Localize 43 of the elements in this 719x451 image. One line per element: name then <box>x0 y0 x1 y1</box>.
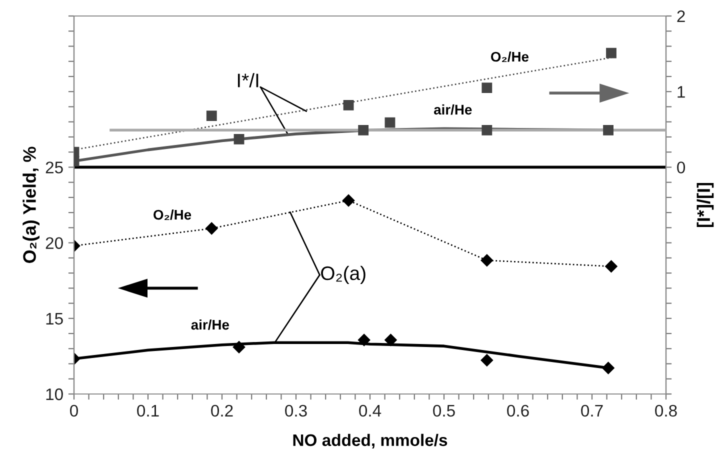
annotation: O₂(a) <box>321 266 366 284</box>
point <box>480 254 493 266</box>
point <box>233 341 245 354</box>
point <box>603 124 614 136</box>
x-tick-label: 0.4 <box>359 404 382 417</box>
x-tick-label: 0 <box>70 404 78 417</box>
y2-tick-label: 2 <box>677 10 685 22</box>
point <box>602 362 614 374</box>
y-tick-label: 10 <box>46 388 63 400</box>
x-tick-label: 0.5 <box>433 404 455 417</box>
point <box>606 48 616 58</box>
y-axis-title: O₂(a) Yield, % <box>22 146 40 263</box>
point <box>384 334 397 346</box>
x-tick-label: 0.2 <box>211 404 233 417</box>
y-tick-label: 20 <box>46 237 63 250</box>
y2-axis-title: [I*]/[I] <box>696 182 714 228</box>
x-tick-label: 0.8 <box>655 404 677 417</box>
point <box>234 134 244 144</box>
x-axis-title: NO added, mmole/s <box>293 434 448 448</box>
point <box>342 194 354 206</box>
y-tick-label: 15 <box>46 312 63 325</box>
x-tick-label: 0.6 <box>507 404 529 417</box>
point <box>358 124 369 136</box>
x-tick-label: 0.3 <box>285 404 307 417</box>
point <box>605 260 618 272</box>
x-tick-label: 0.7 <box>581 404 603 417</box>
point <box>482 124 492 136</box>
point <box>206 110 217 122</box>
y2-tick-label: 0 <box>677 162 686 174</box>
point <box>480 354 493 366</box>
annotation: air/He <box>434 104 472 115</box>
x-tick-label: 0.1 <box>137 404 159 417</box>
point <box>206 222 218 234</box>
point <box>343 100 354 110</box>
annotation: air/He <box>191 319 229 330</box>
point <box>358 334 370 346</box>
annotation: O₂/He <box>490 51 529 62</box>
point <box>482 82 492 94</box>
y2-tick-label: 1 <box>678 86 685 98</box>
annotation: I*/I <box>238 73 258 88</box>
annotation: O₂/He <box>154 209 192 220</box>
y-tick-label: 25 <box>46 162 63 174</box>
point <box>384 117 396 128</box>
